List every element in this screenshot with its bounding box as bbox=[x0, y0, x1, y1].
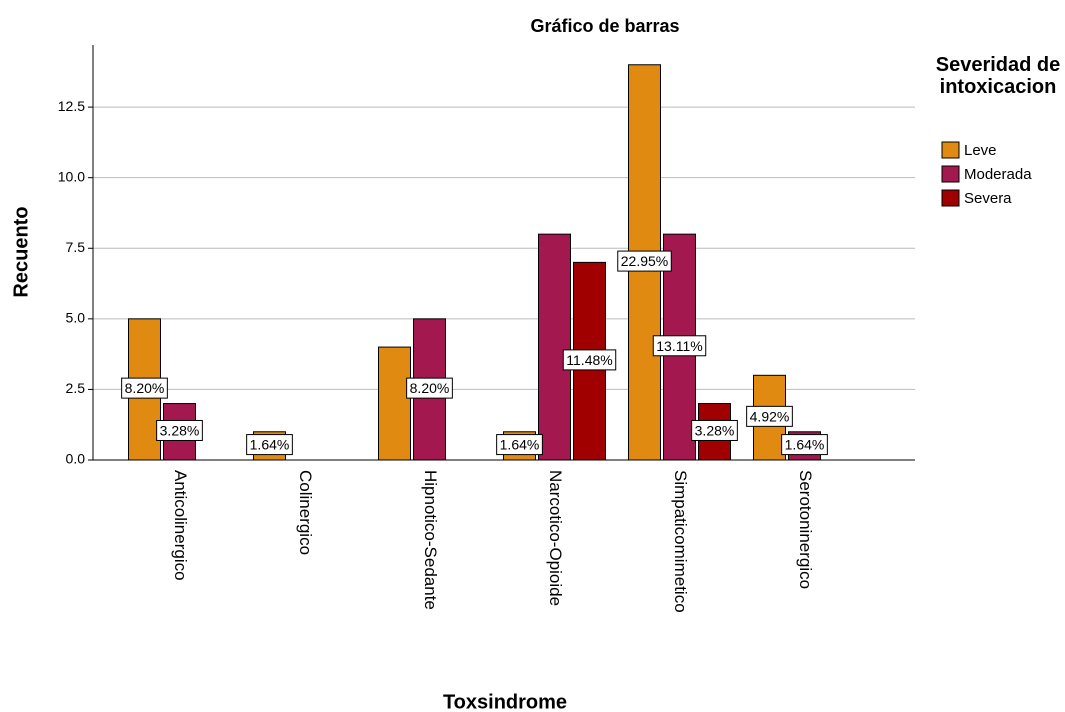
bar bbox=[538, 233, 571, 461]
legend-title: Severidad de intoxicacion bbox=[935, 54, 1061, 98]
x-tick-label: Hipnotico-Sedante bbox=[421, 470, 440, 610]
y-axis-label: Recuento bbox=[10, 206, 32, 297]
data-label-box bbox=[562, 349, 617, 371]
x-tick-label: Colinergico bbox=[296, 470, 315, 555]
y-tick-label: 12.5 bbox=[58, 98, 85, 114]
data-label-box bbox=[746, 405, 793, 427]
data-label: 8.20% bbox=[410, 380, 450, 396]
legend-label: Moderada bbox=[964, 166, 1032, 183]
data-label-box bbox=[617, 250, 672, 272]
data-label-box bbox=[781, 434, 828, 456]
data-label: 4.92% bbox=[750, 408, 790, 424]
data-label-box bbox=[691, 419, 738, 441]
data-label: 1.64% bbox=[500, 437, 540, 453]
x-tick-label: Narcotico-Opioide bbox=[546, 470, 565, 606]
data-label-box bbox=[246, 434, 293, 456]
data-label: 1.64% bbox=[250, 437, 290, 453]
bar bbox=[378, 346, 411, 461]
x-axis-label: Toxsindrome bbox=[443, 691, 567, 712]
y-tick-label: 10.0 bbox=[58, 168, 85, 184]
data-label: 3.28% bbox=[160, 422, 200, 438]
legend-label: Leve bbox=[964, 142, 997, 159]
legend-swatch bbox=[941, 141, 960, 159]
y-tick-label: 2.5 bbox=[66, 380, 86, 396]
data-label: 22.95% bbox=[621, 253, 668, 269]
data-label-box bbox=[652, 335, 707, 357]
x-tick-label: Serotoninergico bbox=[796, 470, 815, 589]
data-label: 11.48% bbox=[566, 352, 612, 368]
data-label-box bbox=[406, 377, 453, 399]
legend-swatch bbox=[941, 189, 960, 207]
data-label: 8.20% bbox=[125, 380, 165, 396]
legend-swatch bbox=[941, 165, 960, 183]
x-tick-label: Simpaticomimetico bbox=[671, 470, 690, 613]
data-label-box bbox=[156, 419, 203, 441]
y-tick-label: 0.0 bbox=[66, 451, 86, 467]
y-tick-label: 5.0 bbox=[66, 310, 86, 326]
x-tick-label: Anticolinergico bbox=[171, 470, 190, 581]
data-label: 1.64% bbox=[785, 437, 825, 453]
legend-label: Severa bbox=[964, 190, 1012, 207]
y-tick-label: 7.5 bbox=[66, 239, 86, 255]
chart-title: Gráfico de barras bbox=[530, 16, 679, 36]
data-label-box bbox=[121, 377, 168, 399]
data-label: 13.11% bbox=[656, 338, 702, 354]
data-label-box bbox=[496, 434, 543, 456]
data-label: 3.28% bbox=[695, 422, 735, 438]
